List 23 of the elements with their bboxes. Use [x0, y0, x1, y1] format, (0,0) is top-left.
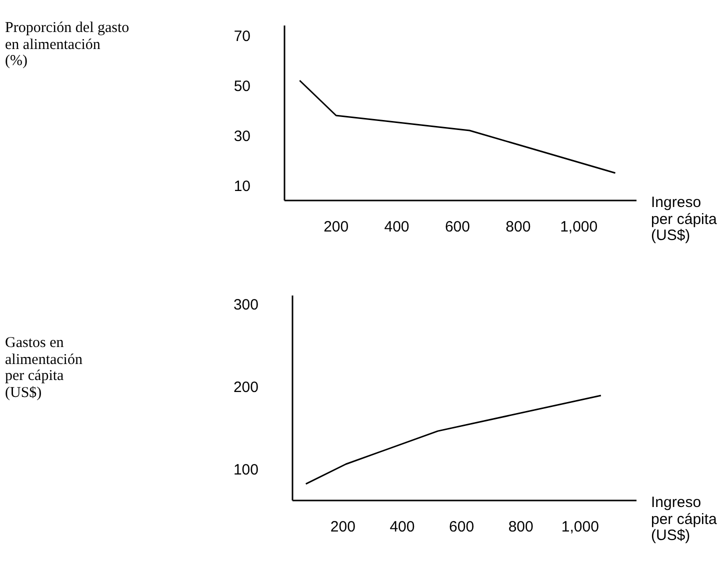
y-tick-label: 200 [233, 378, 259, 396]
x-axis-title: Ingreso per cápita (US$) [651, 494, 717, 544]
x-tick-label: 600 [444, 218, 470, 236]
y-tick-label: 300 [233, 296, 259, 314]
x-tick-label: 1,000 [561, 518, 599, 536]
y-tick-label: 30 [234, 128, 251, 145]
y-tick-label: 100 [233, 462, 259, 479]
x-tick-label: 200 [330, 518, 356, 536]
y-tick-label: 10 [234, 178, 251, 195]
x-tick-label: 1,000 [560, 218, 598, 236]
x-tick-label: 400 [390, 518, 415, 536]
y-tick-label: 70 [234, 28, 251, 45]
y-axis-title: Gastos en alimentación per cápita (US$) [5, 335, 82, 401]
x-axis-title: Ingreso per cápita (US$) [651, 194, 717, 244]
y-axis-title: Proporción del gasto en alimentación (%) [5, 20, 130, 70]
x-tick-label: 800 [506, 218, 531, 236]
x-tick-label: 400 [384, 218, 410, 236]
line-series [298, 80, 616, 174]
y-tick-label: 50 [234, 78, 251, 95]
x-tick-label: 200 [324, 218, 349, 236]
x-tick-label: 600 [449, 518, 474, 536]
x-tick-label: 800 [508, 518, 534, 536]
line-series [305, 394, 602, 485]
